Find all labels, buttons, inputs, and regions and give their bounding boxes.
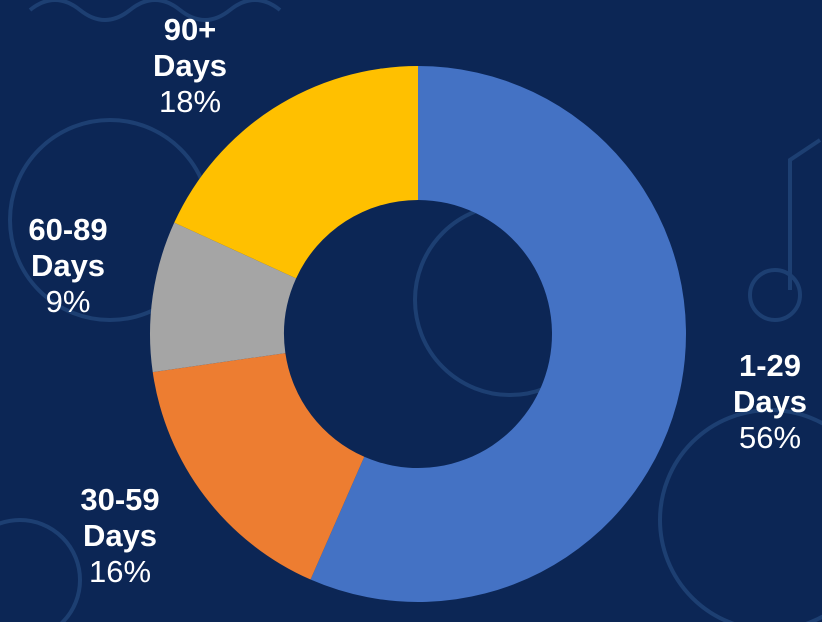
category-label: 1-29 Days xyxy=(732,348,808,419)
slice-label: 30-59 Days 16% xyxy=(55,482,185,590)
slice-label: 90+ Days 18% xyxy=(125,12,255,120)
donut-slice xyxy=(174,66,418,279)
value-label: 18% xyxy=(158,84,222,119)
value-label: 9% xyxy=(45,284,91,319)
category-label: 90+ Days xyxy=(152,12,228,83)
value-label: 16% xyxy=(88,554,152,589)
slice-label: 1-29 Days 56% xyxy=(705,348,822,456)
value-label: 56% xyxy=(738,420,802,455)
donut-slice xyxy=(152,353,365,580)
slice-label: 60-89 Days 9% xyxy=(3,212,133,320)
donut-slice xyxy=(310,66,686,602)
category-label: 60-89 Days xyxy=(28,212,108,283)
category-label: 30-59 Days xyxy=(80,482,160,553)
donut-slice xyxy=(150,222,297,373)
